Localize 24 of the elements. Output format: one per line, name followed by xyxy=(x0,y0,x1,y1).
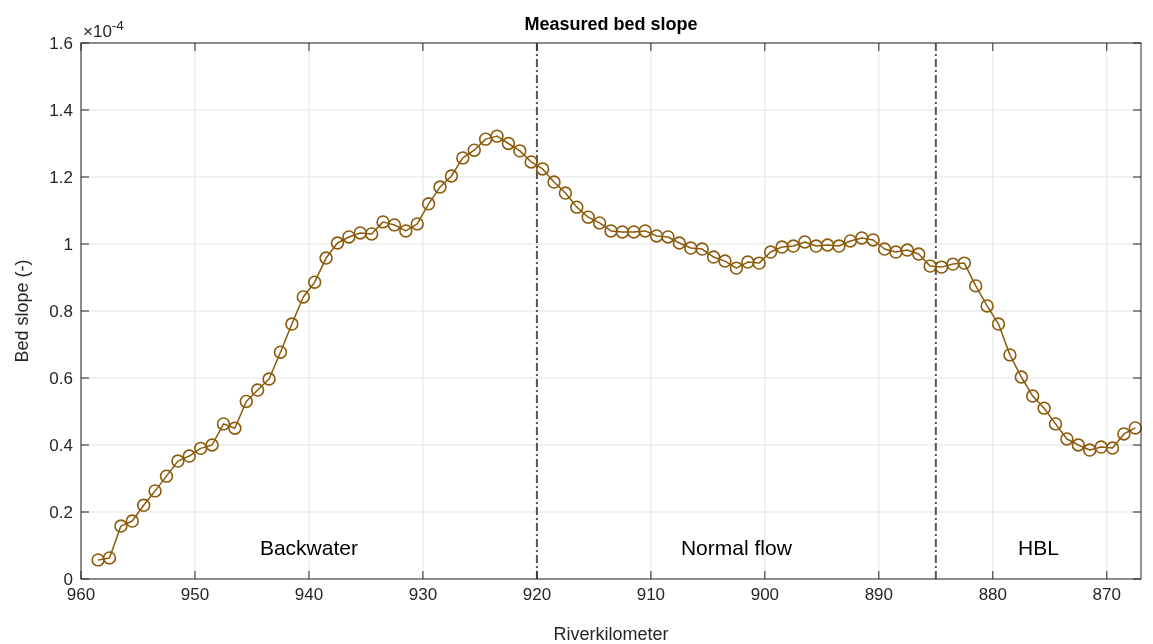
x-tick-label: 910 xyxy=(636,585,666,604)
x-tick-label: 930 xyxy=(408,585,438,604)
annotation: Normal flow xyxy=(680,536,793,559)
x-tick-label: 890 xyxy=(864,585,894,604)
x-tick-label: 920 xyxy=(522,585,552,604)
y-tick-label: 0.4 xyxy=(49,436,73,455)
y-axis-title: Bed slope (-) xyxy=(12,259,32,363)
annotation: Backwater xyxy=(259,536,358,559)
x-axis-title: Riverkilometer xyxy=(553,624,669,644)
x-tick-label: 950 xyxy=(180,585,210,604)
y-tick-label: 0.2 xyxy=(49,503,73,522)
x-tick-label: 870 xyxy=(1092,585,1121,604)
text: ×10$^{-4}$ xyxy=(83,17,125,41)
annotation: HBL xyxy=(1017,536,1059,559)
y-tick-label: 1 xyxy=(63,235,73,254)
y-tick-label: 1.6 xyxy=(49,34,73,53)
x-tick-label: 880 xyxy=(978,585,1008,604)
x-tick-label: 940 xyxy=(294,585,324,604)
y-tick-label: 1.2 xyxy=(49,168,73,187)
chart-title: Measured bed slope xyxy=(524,14,698,34)
y-tick-label: 1.4 xyxy=(49,101,73,120)
y-tick-label: 0.6 xyxy=(49,369,73,388)
y-tick-label: 0.8 xyxy=(49,302,73,321)
x-tick-label: 900 xyxy=(750,585,780,604)
